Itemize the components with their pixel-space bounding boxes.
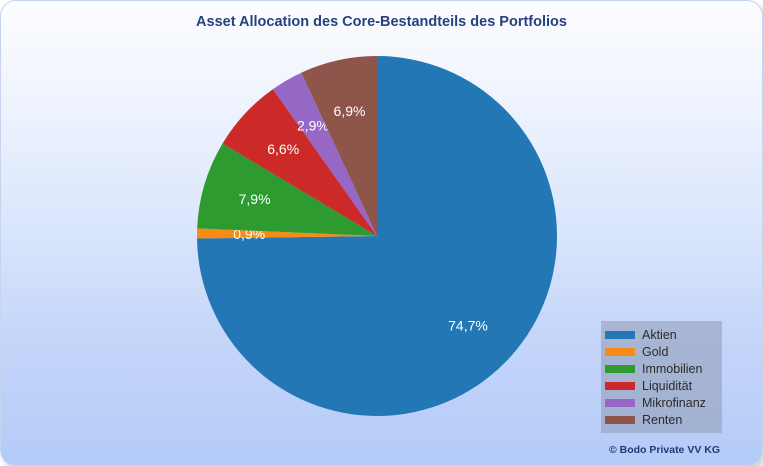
legend-label: Liquidität xyxy=(642,378,693,393)
pie-slice-gold[interactable] xyxy=(197,228,377,239)
legend-item-renten[interactable]: Renten xyxy=(601,411,722,428)
legend-label: Mikrofinanz xyxy=(642,395,706,410)
legend-item-aktien[interactable]: Aktien xyxy=(601,326,722,343)
legend-swatch xyxy=(605,347,635,356)
legend-label: Renten xyxy=(642,412,683,427)
legend-item-immobilien[interactable]: Immobilien xyxy=(601,360,722,377)
pie-slice-label: 2,9% xyxy=(297,117,329,133)
legend[interactable]: Aktien Gold Immobilien Liquidität Mikrofinan… xyxy=(601,321,722,433)
legend-label: Immobilien xyxy=(642,361,703,376)
legend-swatch xyxy=(605,398,635,407)
legend-swatch xyxy=(605,364,635,373)
pie-slice-label: 74,7% xyxy=(448,318,488,334)
legend-item-mikrofinanz[interactable]: Mikrofinanz xyxy=(601,394,722,411)
pie-slice-aktien[interactable] xyxy=(197,56,558,416)
copyright-text: © Bodo Private VV KG xyxy=(608,444,720,456)
pie-slice-mikrofinanz[interactable] xyxy=(272,72,377,236)
pie-slice-immobilien[interactable] xyxy=(197,143,377,236)
legend-item-gold[interactable]: Gold xyxy=(601,343,722,360)
pie-slice-label: 6,9% xyxy=(334,103,366,119)
pie-slice-label: 7,9% xyxy=(239,191,271,207)
chart-title: Asset Allocation des Core-Bestandteils d… xyxy=(196,14,567,30)
pie-slice-liquiditaet[interactable] xyxy=(222,89,377,237)
legend-label: Aktien xyxy=(642,327,677,342)
pie-slice-renten[interactable] xyxy=(301,56,377,236)
legend-swatch xyxy=(605,415,635,424)
legend-swatch xyxy=(605,381,635,390)
legend-item-liquiditaet[interactable]: Liquidität xyxy=(601,377,722,394)
legend-swatch xyxy=(605,330,635,339)
legend-label: Gold xyxy=(642,344,669,359)
pie-slice-label: 6,6% xyxy=(267,141,299,157)
